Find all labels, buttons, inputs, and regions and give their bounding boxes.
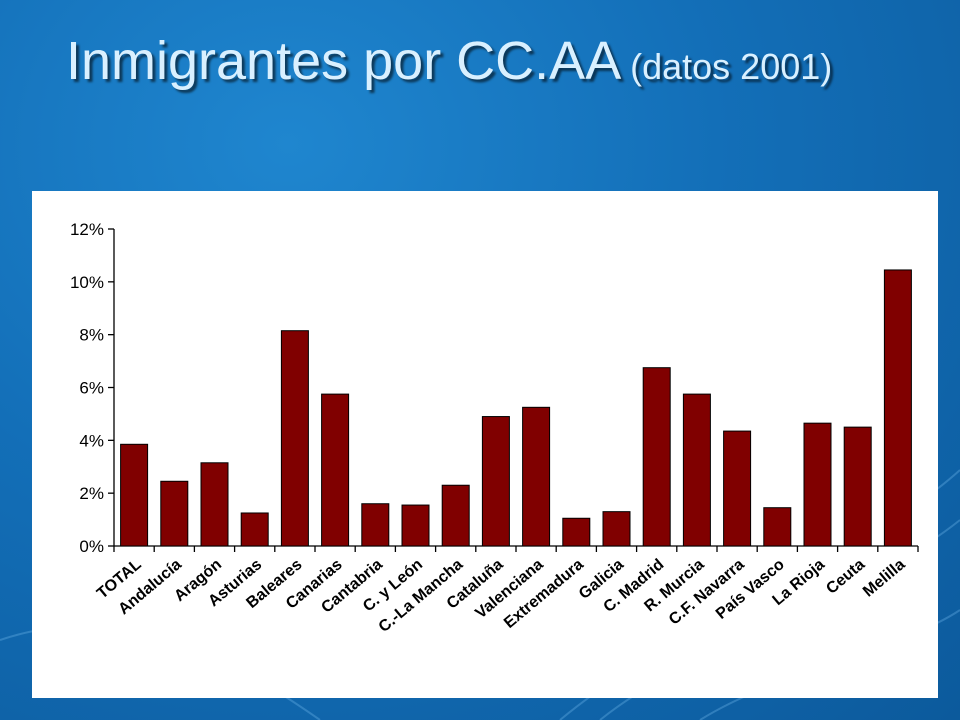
x-category-label: Melilla [860, 556, 908, 601]
bar [682, 393, 711, 547]
bar [843, 426, 872, 547]
bar [883, 269, 912, 547]
bar [401, 504, 430, 547]
bar [240, 512, 269, 547]
bar-chart: 0%2%4%6%8%10%12%TOTALAndalucíaAragónAstu… [70, 220, 919, 636]
bar [160, 480, 189, 547]
y-tick-label: 12% [70, 220, 104, 239]
slide-title-subtitle: (datos 2001) [630, 46, 833, 87]
y-tick-label: 4% [79, 431, 104, 450]
y-tick-label: 6% [79, 379, 104, 398]
bar [481, 416, 510, 547]
y-tick-label: 0% [79, 537, 104, 556]
bar [200, 462, 229, 547]
y-tick-label: 8% [79, 326, 104, 345]
x-category-label: Ceuta [823, 556, 868, 598]
bar [522, 406, 551, 547]
bar [361, 503, 390, 547]
y-tick-label: 2% [79, 484, 104, 503]
bar [120, 443, 149, 547]
bar [602, 511, 631, 547]
bar [642, 367, 671, 547]
bar [723, 430, 752, 547]
slide-title-main: Inmigrantes por CC.AA [66, 31, 622, 91]
chart-panel: 0% 2% 4% 6% 8% 10% 12% TOTAL Andalucía Aragón Astu… [32, 191, 938, 698]
y-tick-label: 10% [70, 273, 104, 292]
bar [280, 330, 309, 547]
bar [441, 484, 470, 547]
slide-title: Inmigrantes por CC.AA (datos 2001) [66, 30, 832, 92]
bar [763, 507, 792, 547]
bar [803, 422, 832, 547]
bar [321, 393, 350, 547]
bar [562, 517, 591, 547]
